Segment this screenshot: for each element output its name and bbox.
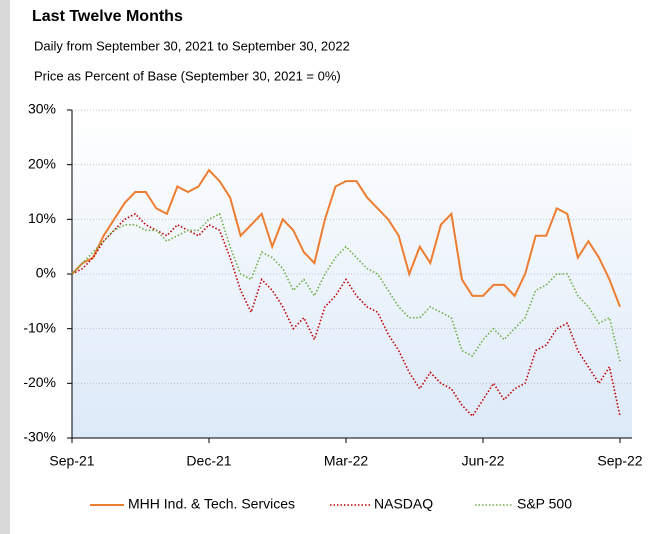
y-tick-label: -10% [23,319,56,335]
chart-title: Last Twelve Months [32,8,183,25]
y-tick-label: -30% [23,429,56,445]
x-tick-label: Sep-21 [49,453,94,469]
y-tick-label: 30% [28,101,56,117]
series-line [71,212,621,418]
series-line [71,212,621,362]
y-tick-label: 20% [28,155,56,171]
side-strip [0,0,10,534]
y-tick-label: -20% [23,374,56,390]
x-tick-label: Jun-22 [462,453,505,469]
subtitle: Daily from September 30, 2021 to Septemb… [34,38,350,53]
series-line [71,168,621,308]
legend-label: NASDAQ [374,496,433,512]
x-tick-label: Sep-22 [597,453,642,469]
legend-label: MHH Ind. & Tech. Services [128,496,295,512]
legend-label: S&P 500 [517,496,572,512]
y-tick-label: 0% [36,265,56,281]
x-tick-label: Mar-22 [324,453,369,469]
y-label: Price as Percent of Base (September 30, … [34,68,341,83]
x-tick-label: Dec-21 [186,453,231,469]
y-tick-label: 10% [28,210,56,226]
